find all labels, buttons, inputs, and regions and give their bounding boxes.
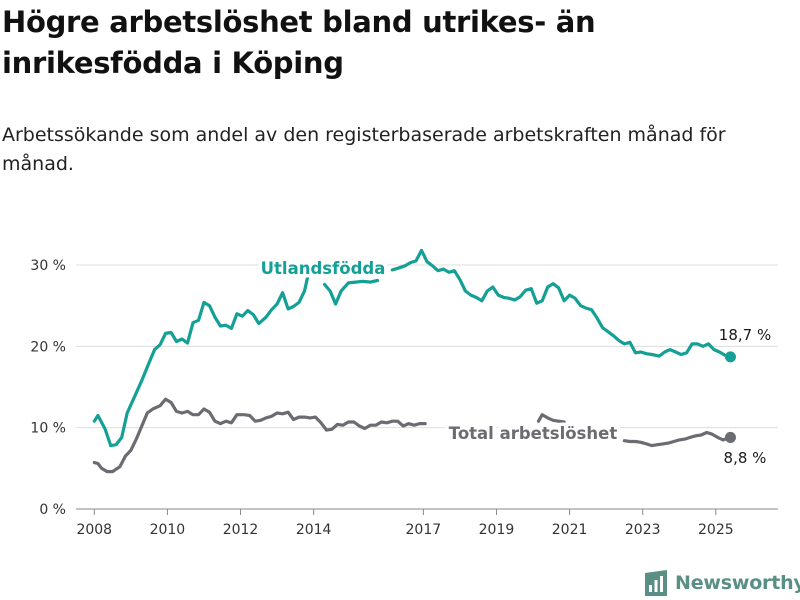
x-tick-label: 2012 [223,522,259,538]
x-tick-label: 2008 [76,522,112,538]
x-tick-label: 2021 [552,522,588,538]
y-tick-label: 30 % [30,258,66,274]
y-tick-label: 0 % [39,502,66,518]
total-end-label: 8,8 % [724,449,767,467]
utlandsfodda-series-label-halo: Utlandsfödda [261,259,386,278]
x-tick-label: 2025 [698,522,734,538]
total-line [92,397,733,474]
chart-title: Högre arbetslöshet bland utrikes- än inr… [2,5,596,80]
newsworthy-brand[interactable]: Newsworthy [643,567,800,599]
total-end-point [724,431,736,443]
total-series-label-halo: Total arbetslöshet [449,424,618,443]
grid-layer: 0 % 10 % 20 % 30 % [30,258,778,518]
newsworthy-logo-icon [645,570,667,596]
x-tick-label: 2023 [625,522,661,538]
utlandsfodda-line [92,248,733,448]
x-tick-label: 2010 [150,522,186,538]
total-series-label: Total arbetslöshet [449,424,618,443]
x-tick-label: 2017 [406,522,442,538]
x-tick-label: 2019 [479,522,515,538]
utlandsfodda-end-point [724,351,736,363]
brand-name: Newsworthy [675,572,800,594]
x-axis: 2008 2010 2012 2014 2017 2019 2021 2023 2025 [76,509,734,538]
utlandsfodda-series-label: Utlandsfödda [261,259,386,278]
x-tick-label: 2014 [296,522,332,538]
y-tick-label: 20 % [30,339,66,355]
chart-subtitle: Arbetssökande som andel av den registerb… [2,124,726,175]
y-tick-label: 10 % [30,421,66,437]
utlandsfodda-end-label: 18,7 % [719,326,771,344]
series-layer [92,248,736,474]
